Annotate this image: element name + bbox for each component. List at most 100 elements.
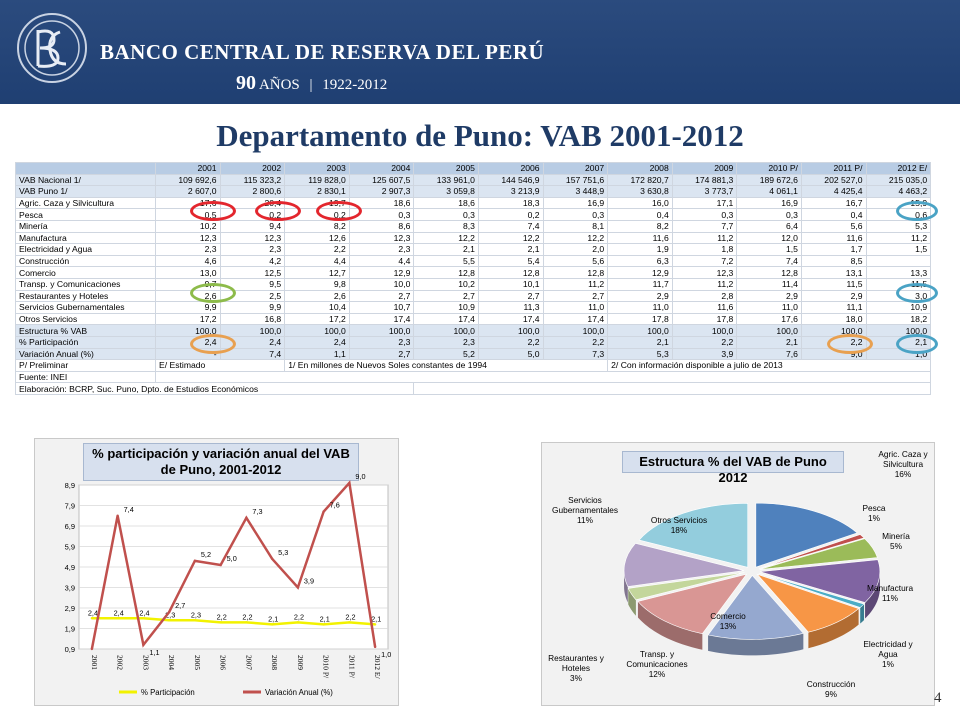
data-label: 2,2 [345,612,355,621]
line-chart-title: % participación y variación anual del VA… [83,443,359,481]
table-cell: 1,9 [607,243,673,256]
pie-slice [758,572,865,608]
data-label: 1,0 [381,650,391,659]
table-cell: 100,0 [542,324,609,337]
table-cell: 2,1 [865,335,932,349]
row-label: Electricidad y Agua [15,243,156,256]
table-cell: 3 773,7 [671,185,738,198]
table-cell: 12,3 [671,266,738,279]
pie-slice-name: Manufactura [866,583,914,593]
table-cell: 18,0 [800,312,867,326]
table-cell: 2,2 [477,335,544,349]
pie-slice-label: Manufactura 11% [860,583,920,603]
table-cell: 12,8 [542,266,609,279]
table-cell: 11,2 [671,231,738,245]
data-label: 2,3 [191,610,201,619]
pie-slice-label: Agric. Caza y Silvicultura 16% [874,449,932,479]
table-cell: 11,3 [477,301,544,314]
table-cell: 9,5 [219,277,286,291]
column-header: 2001 [155,162,221,175]
pie-slice [756,573,860,633]
table-cell: 13,0 [155,266,221,279]
table-cell: 2 907,3 [348,185,415,198]
slide-title: Departamento de Puno: VAB 2001-2012 [216,118,744,153]
pie-slice-percent: 16% [894,469,912,479]
note-empty-cell [154,370,932,384]
table-cell: 0,4 [607,208,673,221]
table-cell: 2,7 [348,289,415,303]
table-cell: 9,9 [219,301,286,314]
table-cell: 12,9 [348,266,415,279]
y-tick-label: 0,9 [65,645,75,654]
legend-label: Variación Anual (%) [265,688,333,697]
x-tick-label: 2011 P/ [347,655,356,679]
table-cell: 12,3 [155,231,221,245]
row-label: Servicios Gubernamentales [15,301,156,314]
pie-slice-label: Comercio 13% [698,611,758,631]
data-point [322,510,325,513]
note-cell: E/ Estimado [154,359,286,372]
data-point [116,514,119,517]
table-cell: 17,2 [284,312,350,326]
data-point [348,481,351,485]
y-tick-label: 2,9 [65,604,75,613]
table-cell: 2 800,6 [219,185,286,198]
y-tick-label: 4,9 [65,563,75,572]
table-cell: 1,0 [865,347,932,361]
table-cell: 9,0 [800,347,867,361]
row-label: VAB Nacional 1/ [15,173,156,187]
column-header: 2008 [607,162,673,175]
line-chart: 0,9 1,9 2,9 3,9 4,9 5,9 6,9 7,9 8,9 2001 2002 2003 2… [65,472,392,697]
table-cell: 144 546,9 [477,173,544,187]
table-cell: 12,8 [477,266,544,279]
data-point [245,516,248,519]
table-row: Manufactura 12,3 12,3 12,6 12,3 12,2 12,2 12,2 1… [15,231,932,245]
table-cell: 2,1 [477,243,544,256]
table-cell: 125 607,5 [348,173,415,187]
column-header: 2009 [671,162,738,175]
x-tick-label: 2005 [193,655,202,670]
table-cell: 16,8 [219,312,286,326]
data-label: 9,0 [355,472,365,481]
data-point [193,619,197,622]
table-cell: 12,7 [284,266,350,279]
table-cell: 10,0 [348,277,415,291]
pie-slice-percent: 11% [882,593,898,603]
table-row: Otros Servicios 17,2 16,8 17,2 17,4 17,4 17,4 1… [15,312,932,326]
data-point [373,645,377,649]
table-cell: 11,5 [865,277,932,291]
data-label: 2,4 [88,608,98,617]
header-banner: BANCO CENTRAL DE RESERVA DEL PERÚ 90 AÑO… [0,0,960,104]
table-cell: 2,2 [800,335,867,349]
table-cell: 8,2 [607,219,673,233]
row-label: Minería [15,219,156,233]
table-row: Pesca 0,5 0,2 0,2 0,3 0,3 0,2 0,3 0,4 0,3 0,3 0,4 0,… [15,208,932,221]
table-cell: 2,8 [671,289,738,303]
column-header: 2007 [542,162,609,175]
table-cell: 5,6 [800,219,867,233]
table-cell: 17,1 [671,196,738,210]
x-tick-label: 2008 [270,655,279,670]
table-cell: 215 035,0 [865,173,932,187]
table-cell: 0,2 [284,208,350,221]
table-cell: 12,2 [413,231,479,245]
table-cell: 172 820,7 [607,173,673,187]
row-label: Otros Servicios [15,312,156,326]
data-point [142,617,145,620]
table-cell: 3 448,9 [542,185,609,198]
table-cell: 2,6 [155,289,221,303]
table-cell: 0,3 [671,208,738,221]
column-header: 2005 [413,162,479,175]
x-tick-label: 2007 [244,655,253,670]
table-cell: 2,9 [607,289,673,303]
table-cell: 100,0 [155,324,221,337]
table-cell: 17,4 [477,312,544,326]
table-cell: 2,1 [413,243,479,256]
table-cell: 11,0 [542,301,609,314]
table-cell: 10,7 [348,301,415,314]
table-cell: 2,1 [736,335,802,349]
bcrp-logo-icon [17,13,87,83]
data-label: 3,9 [304,577,314,586]
y-tick-label: 3,9 [65,584,75,593]
data-point [322,623,325,626]
